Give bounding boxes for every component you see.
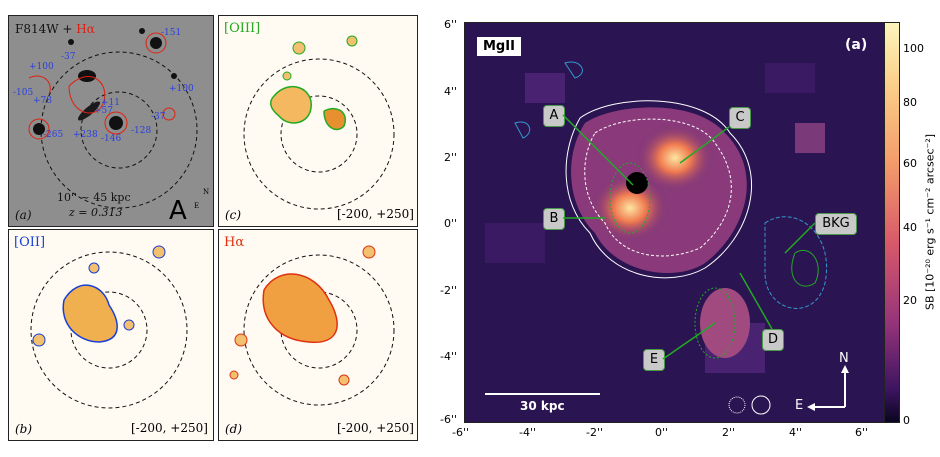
colorbar-tick: 40 xyxy=(903,221,917,234)
scalebar-label: 30 kpc xyxy=(520,399,565,413)
vel-label: -128 xyxy=(131,126,152,136)
mgii-label: MgII xyxy=(477,37,521,56)
panel-c-image xyxy=(219,16,417,226)
panel-d: Hα (d) [-200, +250] xyxy=(218,229,418,441)
panel-c-tag: (c) xyxy=(225,208,242,222)
scalebar xyxy=(485,393,600,395)
panel-a-image xyxy=(9,16,213,226)
colorbar xyxy=(884,22,900,423)
panel-d-title: Hα xyxy=(224,235,245,250)
x-tick: -4'' xyxy=(519,426,537,439)
mgii-east: E xyxy=(795,398,804,413)
panel-a-scale: 10'' ~ 45 kpc xyxy=(57,191,131,204)
panel-a-title-prefix: F814W + xyxy=(15,22,77,36)
vel-label: +100 xyxy=(29,62,54,72)
panel-b-range: [-200, +250] xyxy=(131,421,208,435)
vel-label: -37 xyxy=(61,52,76,62)
x-tick: -6'' xyxy=(452,426,470,439)
vel-label: -151 xyxy=(161,28,182,38)
colorbar-tick: 20 xyxy=(903,294,917,307)
panel-a-tag: (a) xyxy=(15,208,32,222)
panel-a-title-halpha: Hα xyxy=(76,22,95,36)
panel-d-image xyxy=(219,230,417,440)
colorbar-tick: 80 xyxy=(903,96,917,109)
callout-e: E xyxy=(643,349,665,371)
panel-b: [OII] (b) [-200, +250] xyxy=(8,229,214,441)
x-tick: 2'' xyxy=(722,426,736,439)
panel-a-redshift: z = 0.313 xyxy=(69,206,123,219)
panel-c-range: [-200, +250] xyxy=(337,207,414,221)
y-tick: -6'' xyxy=(440,413,458,426)
panel-b-tag: (b) xyxy=(15,422,33,436)
mgii-tag: (a) xyxy=(845,37,868,53)
panel-b-image xyxy=(9,230,213,440)
vel-label: +100 xyxy=(169,84,194,94)
y-tick: 2'' xyxy=(444,151,458,164)
callout-c: C xyxy=(729,107,751,129)
y-tick: -4'' xyxy=(440,350,458,363)
panel-d-range: [-200, +250] xyxy=(337,421,414,435)
panel-a: F814W + Hα -151 +100 -105 -37 +78 +11 +1… xyxy=(8,15,214,227)
panel-a-cluster: A xyxy=(169,196,187,226)
y-tick: 6'' xyxy=(444,18,458,31)
mgii-image xyxy=(465,23,883,422)
vel-label: +11 xyxy=(101,98,120,108)
vel-label: +78 xyxy=(33,96,52,106)
callout-d: D xyxy=(762,329,784,351)
colorbar-label: SB [10⁻²⁰ erg s⁻¹ cm⁻² arcsec⁻²] xyxy=(923,133,937,311)
vel-label: -146 xyxy=(101,134,122,144)
panel-b-title: [OII] xyxy=(14,235,46,250)
mgii-panel: A B C D E BKG MgII (a) 30 kpc N E xyxy=(464,22,884,423)
vel-label: -265 xyxy=(43,130,64,140)
vel-label: -105 xyxy=(13,88,34,98)
panel-c: [OIII] (c) [-200, +250] xyxy=(218,15,418,227)
y-tick: -2'' xyxy=(440,284,458,297)
panel-d-tag: (d) xyxy=(225,422,243,436)
panel-a-title: F814W + Hα xyxy=(15,22,95,36)
x-tick: -2'' xyxy=(586,426,604,439)
panel-a-east: E xyxy=(194,202,200,210)
panel-c-title: [OIII] xyxy=(224,21,261,36)
x-tick: 0'' xyxy=(655,426,669,439)
beam-icons xyxy=(728,395,771,415)
callout-b: B xyxy=(543,208,565,230)
vel-label: +238 xyxy=(73,130,98,140)
x-tick: 6'' xyxy=(855,426,869,439)
mgii-north: N xyxy=(839,351,849,366)
callout-bkg: BKG xyxy=(815,213,857,235)
compass-arrows xyxy=(807,365,849,411)
panel-a-north: N xyxy=(203,188,210,196)
y-tick: 0'' xyxy=(444,217,458,230)
colorbar-tick: 100 xyxy=(903,42,924,55)
vel-label: +57 xyxy=(94,106,113,116)
callout-arrows xyxy=(562,114,816,360)
x-tick: 4'' xyxy=(789,426,803,439)
colorbar-tick: 60 xyxy=(903,157,917,170)
vel-label: -37 xyxy=(151,112,166,122)
colorbar-tick: 0 xyxy=(903,414,910,427)
y-tick: 4'' xyxy=(444,85,458,98)
